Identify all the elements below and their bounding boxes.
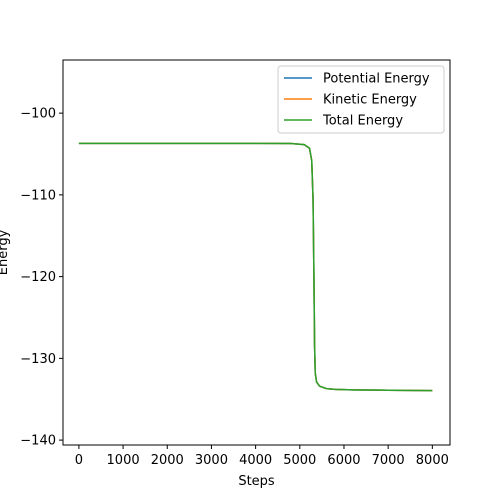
series-line-2 <box>78 142 433 392</box>
x-tick-label: 2000 <box>151 453 184 468</box>
axes: 0 1000 2000 3000 4000 5000 6000 7000 8000 −100 −11… <box>20 59 451 468</box>
y-tick-label: −100 <box>20 107 56 122</box>
x-tick-label: 7000 <box>372 453 405 468</box>
x-axis-label: Steps <box>238 474 275 489</box>
x-tick-label: 1000 <box>107 453 140 468</box>
y-tick-label: −140 <box>20 434 56 449</box>
x-tick-label: 3000 <box>195 453 228 468</box>
legend-label-1: Kinetic Energy <box>323 93 417 108</box>
x-tick-label: 6000 <box>327 453 360 468</box>
x-tick-label: 8000 <box>416 453 449 468</box>
y-axis-label: Energy <box>0 229 11 275</box>
y-tick-label: −110 <box>20 188 56 203</box>
y-tick-label: −120 <box>20 270 56 285</box>
y-tick-label: −130 <box>20 352 56 367</box>
legend: Potential Energy Kinetic Energy Total Ener… <box>277 65 445 134</box>
axes-frame <box>62 59 451 446</box>
x-tick-label: 5000 <box>283 453 316 468</box>
legend-label-2: Total Energy <box>322 114 403 129</box>
x-tick-label: 0 <box>75 453 83 468</box>
plot-area <box>78 142 433 392</box>
legend-label-0: Potential Energy <box>323 72 430 87</box>
x-tick-label: 4000 <box>239 453 272 468</box>
legend-box <box>277 65 445 134</box>
